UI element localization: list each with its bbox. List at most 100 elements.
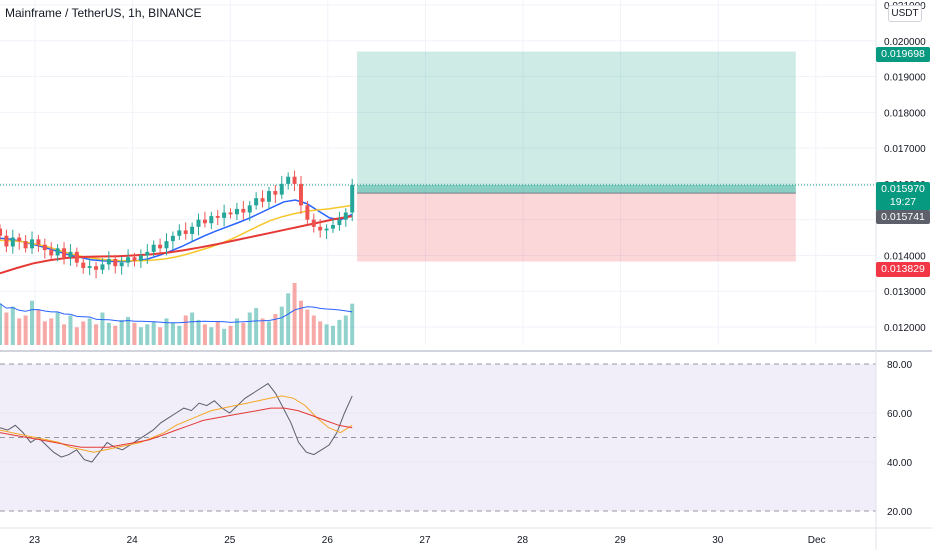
rsi-tick-label: 80.00 xyxy=(887,360,912,371)
candle-body xyxy=(292,176,297,184)
volume-bar xyxy=(170,322,175,345)
candle-body xyxy=(202,219,207,224)
rsi-tick-label: 60.00 xyxy=(887,409,912,420)
time-tick-label: 25 xyxy=(224,535,236,546)
price-tick-label: 0.018000 xyxy=(884,108,926,119)
time-tick-label: 29 xyxy=(615,535,627,546)
candle-body xyxy=(68,251,73,258)
volume-bar xyxy=(234,318,239,345)
rsi-line-1 xyxy=(0,382,353,463)
price-tick-label: 0.014000 xyxy=(884,251,926,262)
candle-body xyxy=(260,198,265,202)
candle-body xyxy=(74,251,79,263)
candle-body xyxy=(87,266,92,268)
volume-bar xyxy=(260,318,265,345)
volume-bar xyxy=(81,321,86,345)
volume-bars xyxy=(0,283,355,345)
price-tick-label: 0.012000 xyxy=(884,323,926,334)
volume-bar xyxy=(286,293,291,345)
volume-bar xyxy=(106,322,111,345)
candle-body xyxy=(126,257,131,263)
volume-bar xyxy=(68,315,73,345)
candle-body xyxy=(106,259,111,265)
time-tick-label: 23 xyxy=(29,535,41,546)
target-price-tag: 0.019698 xyxy=(876,47,930,62)
last-price-value: 0.015970 xyxy=(881,183,925,195)
candle-body xyxy=(183,230,188,234)
candle-body xyxy=(247,205,252,213)
time-axis[interactable]: 23 24 25 26 27 28 29 30 Dec xyxy=(0,527,932,546)
volume-bar xyxy=(266,321,271,345)
candle-body xyxy=(151,244,156,252)
candle-body xyxy=(94,266,99,270)
candle-body xyxy=(254,198,259,206)
volume-bar xyxy=(330,325,335,345)
volume-bar xyxy=(337,319,342,345)
candle-body xyxy=(49,250,54,256)
volume-bar xyxy=(151,321,156,345)
volume-bar xyxy=(311,315,316,345)
volume-bar xyxy=(177,325,182,345)
candle-body xyxy=(42,244,47,251)
candle-body xyxy=(286,176,291,184)
candle-body xyxy=(228,212,233,215)
volume-bar xyxy=(324,324,329,345)
candle-body xyxy=(100,264,105,270)
volume-bar xyxy=(202,324,207,345)
volume-bar xyxy=(292,283,297,345)
ma-line-3 xyxy=(0,215,353,275)
candle-body xyxy=(164,241,169,249)
volume-bar xyxy=(228,325,233,345)
volume-bar xyxy=(138,327,143,345)
stop-price-tag: 0.013829 xyxy=(876,262,930,277)
candle-body xyxy=(10,237,15,247)
price-tick-label: 0.020000 xyxy=(884,37,926,48)
candle-body xyxy=(62,248,67,258)
volume-bar xyxy=(247,312,252,345)
volume-bar xyxy=(158,327,163,345)
time-tick-label: 27 xyxy=(419,535,431,546)
volume-bar xyxy=(0,303,2,345)
candle-body xyxy=(55,248,60,256)
time-tick-label: 24 xyxy=(127,535,139,546)
volume-ma-line xyxy=(0,303,353,324)
volume-bar xyxy=(23,315,28,345)
volume-bar xyxy=(298,300,303,345)
candle-body xyxy=(279,183,284,195)
volume-bar xyxy=(10,306,15,345)
candle-body xyxy=(17,237,22,242)
candle-body xyxy=(0,228,2,236)
open-pnl-zone xyxy=(357,184,796,194)
candle-body xyxy=(343,212,348,220)
volume-bar xyxy=(254,308,259,345)
entry-price-tag: 0.015741 xyxy=(876,210,930,224)
candle-body xyxy=(350,184,355,213)
volume-bar xyxy=(100,312,105,345)
profit-zone xyxy=(357,51,796,194)
time-tick-label: 30 xyxy=(712,535,724,546)
candles xyxy=(0,170,355,279)
volume-bar xyxy=(87,318,92,345)
candle-body xyxy=(177,230,182,236)
candle-body xyxy=(318,226,323,231)
candle-body xyxy=(324,228,329,231)
candle-body xyxy=(145,251,150,256)
long-position-tool[interactable] xyxy=(0,51,876,262)
candle-body xyxy=(273,191,278,195)
candle-body xyxy=(132,257,137,261)
price-tick-label: 0.017000 xyxy=(884,144,926,155)
time-tick-label: 26 xyxy=(322,535,334,546)
candle-body xyxy=(330,225,335,229)
rsi-tick-label: 20.00 xyxy=(887,507,912,518)
volume-bar xyxy=(318,321,323,345)
grid xyxy=(0,0,932,512)
loss-zone xyxy=(357,193,796,262)
currency-button[interactable]: USDT xyxy=(888,5,922,22)
volume-bar xyxy=(4,312,9,345)
candle-body xyxy=(23,241,28,249)
volume-bar xyxy=(36,309,41,345)
volume-bar xyxy=(55,312,60,345)
volume-bar xyxy=(190,312,195,345)
rsi-line-2 xyxy=(0,395,353,453)
